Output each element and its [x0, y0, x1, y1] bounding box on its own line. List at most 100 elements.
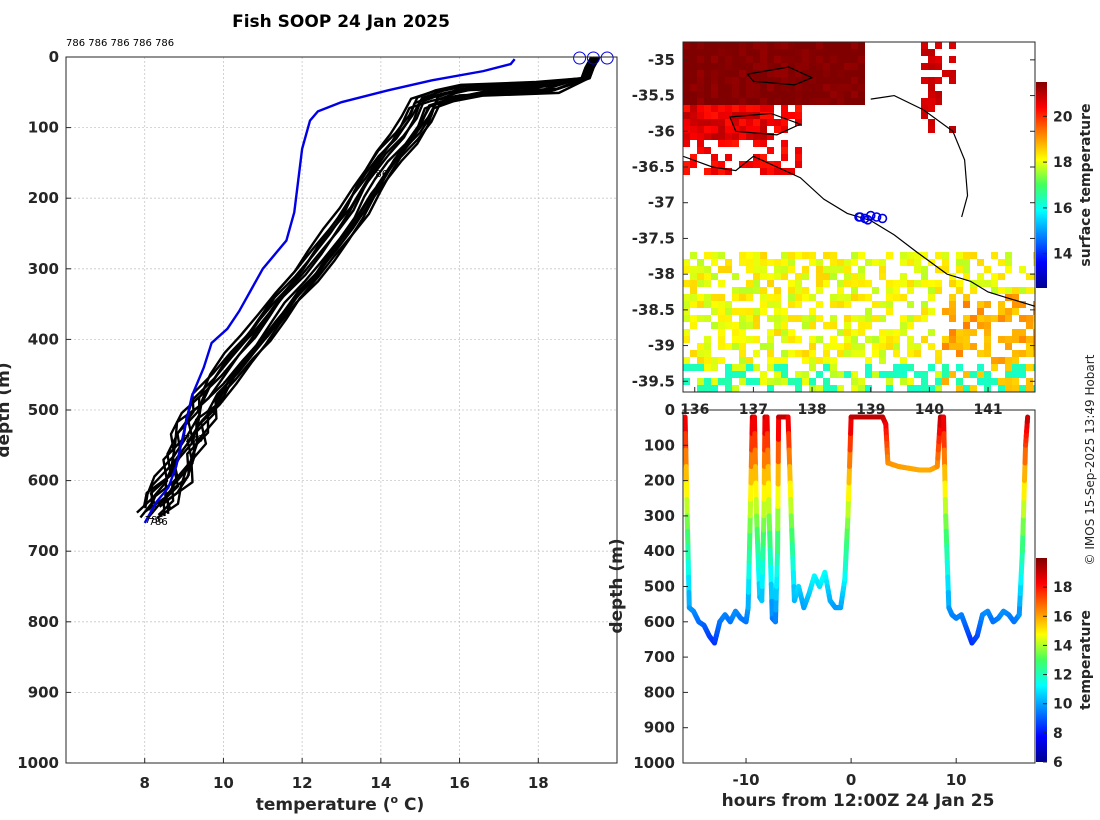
sst-pixel: [823, 378, 830, 385]
depth-time-segment: [1021, 460, 1028, 484]
sst-pixel: [1033, 350, 1035, 357]
sst-pixel: [928, 84, 935, 91]
sst-pixel: [830, 266, 837, 273]
sst-pixel: [963, 294, 970, 301]
depth-time-track: [682, 414, 1031, 646]
sst-pixel: [900, 294, 907, 301]
sst-pixel: [802, 378, 809, 385]
sst-pixel: [1026, 378, 1033, 385]
sst-pixel: [935, 56, 942, 63]
depth-time-x-ticks: -10 0 10: [732, 758, 967, 789]
sst-pixel: [900, 280, 907, 287]
sst-pixel: [879, 357, 886, 364]
y-tick-label: 1000: [17, 754, 59, 772]
sst-pixel: [928, 343, 935, 350]
x-tick-label: 12: [292, 774, 313, 792]
sst-pixel: [1012, 371, 1019, 378]
sst-pixel: [760, 84, 767, 91]
sst-pixel: [1005, 259, 1012, 266]
sst-pixel: [788, 350, 795, 357]
sst-pixel: [690, 364, 697, 371]
sst-pixel: [816, 63, 823, 70]
sst-pixel: [886, 280, 893, 287]
sst-pixel: [767, 63, 774, 70]
sst-pixel: [697, 98, 704, 105]
sst-pixel: [704, 336, 711, 343]
sst-pixel: [949, 70, 956, 77]
sst-pixel: [795, 56, 802, 63]
sst-pixel: [928, 56, 935, 63]
sst-pixel: [753, 56, 760, 63]
depth-time-y-ticks: 0 100 200 300 400 500 600 700 800 900 1000: [633, 401, 688, 772]
sst-pixel: [844, 336, 851, 343]
depth-time-axes-box: [682, 409, 1036, 764]
profile-line: [157, 56, 599, 516]
sst-pixel: [998, 336, 1005, 343]
temp-cbar-label: 12: [1053, 668, 1072, 684]
sst-pixel: [767, 385, 774, 392]
sst-pixel: [837, 350, 844, 357]
sst-pixel: [704, 273, 711, 280]
sst-pixel: [816, 42, 823, 49]
sst-pixel: [732, 70, 739, 77]
sst-pixel: [921, 315, 928, 322]
sst-pixel: [788, 252, 795, 259]
sst-pixel: [746, 98, 753, 105]
sst-pixel: [690, 84, 697, 91]
sst-pixel: [837, 287, 844, 294]
sst-pixel: [704, 105, 711, 112]
sst-pixel: [767, 343, 774, 350]
sst-pixel: [746, 126, 753, 133]
sst-pixel: [900, 273, 907, 280]
sst-pixel: [949, 371, 956, 378]
sst-pixel: [858, 378, 865, 385]
sst-pixel: [851, 273, 858, 280]
sst-pixel: [781, 147, 788, 154]
depth-time-y-label: depth (m): [607, 538, 627, 633]
sst-pixel: [732, 42, 739, 49]
sst-pixel: [753, 105, 760, 112]
track-point: [871, 212, 882, 222]
sst-pixel: [725, 301, 732, 308]
reference-series-group: [143, 58, 516, 524]
sst-pixel: [732, 91, 739, 98]
sst-pixel: [725, 259, 732, 266]
sst-pixel: [991, 280, 998, 287]
sst-pixel: [837, 91, 844, 98]
sst-pixel: [690, 91, 697, 98]
sst-pixel: [858, 63, 865, 70]
sst-pixel: [739, 133, 746, 140]
sst-pixel: [795, 287, 802, 294]
sst-colorbar-label: surface temperature: [1078, 103, 1094, 266]
sst-pixel: [1012, 329, 1019, 336]
sst-pixel: [886, 378, 893, 385]
sst-pixel: [753, 273, 760, 280]
sst-pixel: [704, 350, 711, 357]
sst-pixel: [851, 42, 858, 49]
surface-marker: [600, 51, 614, 65]
sst-pixel: [823, 266, 830, 273]
sst-pixel: [725, 308, 732, 315]
dt-y-tick-label: 1000: [633, 754, 675, 772]
sst-pixel: [746, 84, 753, 91]
sst-pixel: [767, 378, 774, 385]
sst-pixel: [711, 119, 718, 126]
sst-pixel: [1005, 308, 1012, 315]
sst-pixel: [795, 70, 802, 77]
sst-pixel: [949, 126, 956, 133]
lat-tick-label: -39: [648, 337, 675, 355]
sst-pixel: [1019, 287, 1026, 294]
temp-cbar-label: 16: [1053, 609, 1072, 625]
sst-pixel: [928, 329, 935, 336]
sst-pixel: [718, 378, 725, 385]
sst-pixel: [1012, 364, 1019, 371]
sst-pixel: [746, 266, 753, 273]
sst-pixel: [816, 357, 823, 364]
sst-pixel: [690, 77, 697, 84]
sst-pixel: [886, 252, 893, 259]
sst-pixel: [977, 301, 984, 308]
lat-tick-label: -38.5: [632, 301, 675, 319]
sst-pixel: [921, 336, 928, 343]
x-tick-label: 14: [370, 774, 391, 792]
